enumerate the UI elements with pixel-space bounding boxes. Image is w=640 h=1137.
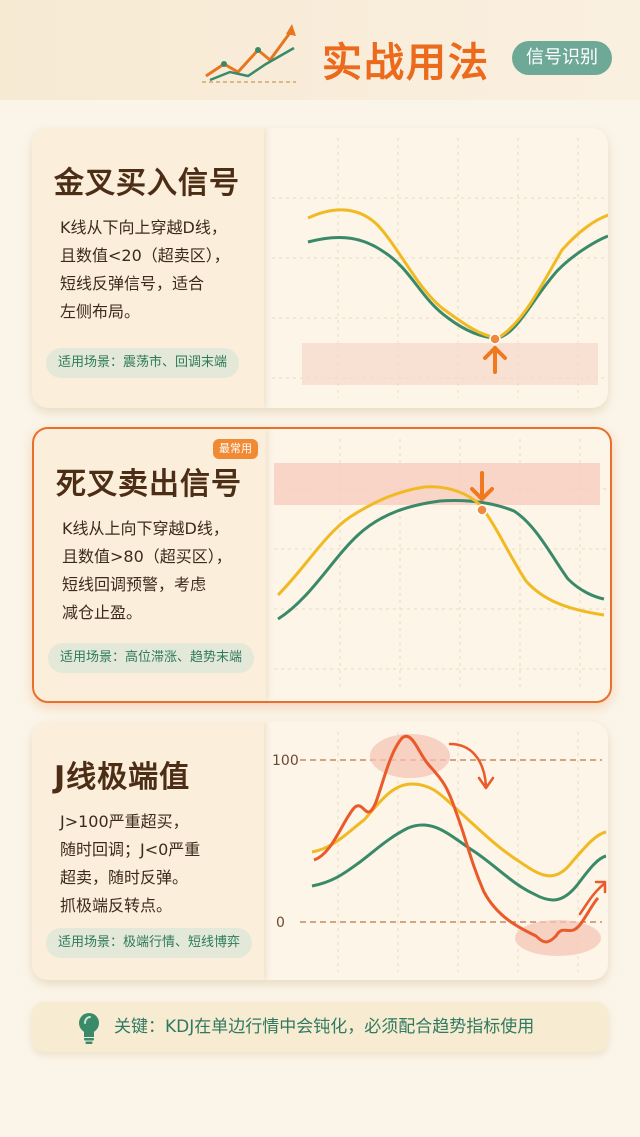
- curved-arrow-icon: [578, 880, 607, 916]
- scene-chip: 适用场景：高位滞涨、趋势末端: [48, 643, 255, 673]
- key-tip-bar: 关键：KDJ在单边行情中会钝化，必须配合趋势指标使用: [32, 1002, 608, 1052]
- page-title: 实战用法: [322, 40, 490, 86]
- card-text-panel: J线极端值 J>100严重超买， 随时回调；J<0严重 超卖，随时反弹。 抓极端…: [32, 722, 264, 980]
- j-line-chart: 100 0: [272, 732, 607, 972]
- k-line: [276, 485, 605, 617]
- curved-arrow-icon: [448, 742, 495, 790]
- cross-point: [489, 333, 501, 345]
- overbought-zone: [274, 463, 600, 505]
- page-header: 实战用法 信号识别: [0, 0, 640, 100]
- overbought-highlight: [370, 734, 450, 778]
- golden-cross-card: 金叉买入信号 K线从下向上穿越D线， 且数值<20（超卖区）， 短线反弹信号，适…: [32, 128, 608, 408]
- card-description: K线从上向下穿越D线， 且数值>80（超买区）， 短线回调预警，考虑 减仓止盈。: [62, 519, 232, 622]
- card-title: 金叉买入信号: [54, 166, 240, 201]
- oversold-highlight: [515, 920, 601, 956]
- cross-point: [476, 504, 488, 516]
- most-used-badge: 最常用: [213, 439, 258, 459]
- card-text-panel: 金叉买入信号 K线从下向上穿越D线， 且数值<20（超卖区）， 短线反弹信号，适…: [32, 128, 264, 408]
- card-text-panel: 死叉卖出信号 K线从上向下穿越D线， 且数值>80（超买区）， 短线回调预警，考…: [34, 429, 266, 701]
- tip-text: 关键：KDJ在单边行情中会钝化，必须配合趋势指标使用: [114, 1017, 535, 1037]
- scene-chip: 适用场景：震荡市、回调末端: [46, 348, 240, 378]
- k-line: [307, 208, 608, 340]
- level-100-label: 100: [272, 753, 299, 769]
- card-description: J>100严重超买， 随时回调；J<0严重 超卖，随时反弹。 抓极端反转点。: [60, 812, 201, 915]
- golden-cross-chart: [272, 138, 608, 398]
- trend-up-icon: [202, 24, 296, 83]
- level-0-label: 0: [276, 915, 285, 931]
- j-line: [313, 734, 600, 944]
- j-line-card: J线极端值 J>100严重超买， 随时回调；J<0严重 超卖，随时反弹。 抓极端…: [32, 722, 608, 980]
- d-line: [277, 499, 605, 621]
- card-title: J线极端值: [54, 760, 191, 795]
- lightbulb-icon: [79, 1013, 99, 1044]
- scene-chip: 适用场景：极端行情、短线博弈: [46, 928, 253, 958]
- oversold-zone: [302, 343, 598, 385]
- d-line: [307, 234, 608, 340]
- card-title: 死叉卖出信号: [56, 467, 242, 502]
- death-cross-chart: [274, 439, 608, 689]
- arrow-down-icon: [470, 471, 494, 501]
- category-tag: 信号识别: [512, 41, 612, 75]
- death-cross-card: 死叉卖出信号 K线从上向下穿越D线， 且数值>80（超买区）， 短线回调预警，考…: [32, 427, 612, 703]
- d-line: [311, 823, 607, 902]
- arrow-up-icon: [483, 346, 507, 374]
- k-line: [311, 782, 607, 878]
- card-description: K线从下向上穿越D线， 且数值<20（超卖区）， 短线反弹信号，适合 左侧布局。: [60, 218, 230, 321]
